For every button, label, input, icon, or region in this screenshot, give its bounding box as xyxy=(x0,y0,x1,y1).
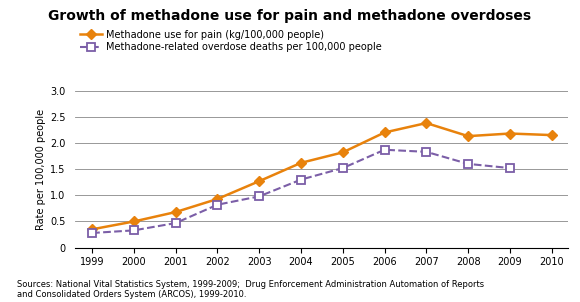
Text: Growth of methadone use for pain and methadone overdoses: Growth of methadone use for pain and met… xyxy=(49,9,531,23)
Y-axis label: Rate per 100,000 people: Rate per 100,000 people xyxy=(36,108,46,230)
Legend: Methadone use for pain (kg/100,000 people), Methadone-related overdose deaths pe: Methadone use for pain (kg/100,000 peopl… xyxy=(80,30,381,52)
Text: Sources: National Vital Statistics System, 1999-2009;  Drug Enforcement Administ: Sources: National Vital Statistics Syste… xyxy=(17,280,484,299)
